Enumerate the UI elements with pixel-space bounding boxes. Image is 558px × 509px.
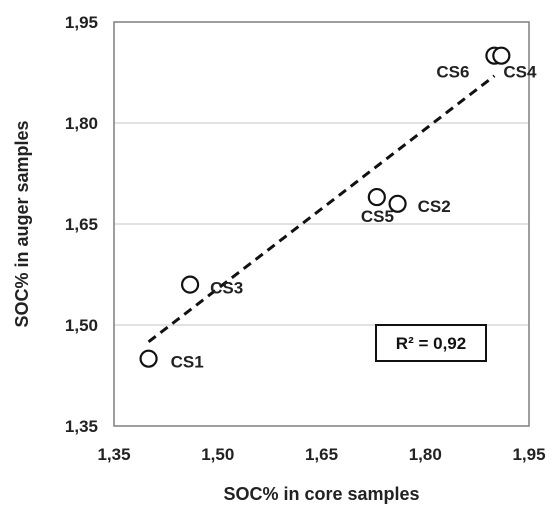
grid-lines [114,122,529,326]
x-tick-label: 1,50 [201,445,234,464]
plot-frame [113,21,530,427]
point-label-cs1: CS1 [171,353,204,372]
x-tick-label: 1,80 [409,445,442,464]
r-squared-box [375,324,487,362]
data-point-cs3 [180,275,200,294]
x-tick-label: 1,95 [512,445,545,464]
y-tick-label: 1,95 [65,13,98,32]
data-points [139,46,511,368]
tick-labels: 1,35 1,50 1,65 1,80 1,95 1,35 1,50 1,65 1,80 1,95 [65,13,546,464]
point-labels: CS1 CS3 CS5 CS2 CS6 CS4 [171,63,537,372]
y-tick-label: 1,65 [65,215,98,234]
point-label-cs6: CS6 [436,63,469,82]
y-tick-label: 1,50 [65,316,98,335]
r-squared-annotation: R² = 0,92 [375,324,487,362]
y-tick-label: 1,35 [65,417,98,436]
y-tick-label: 1,80 [65,114,98,133]
data-point-cs2 [388,194,407,213]
x-tick-label: 1,35 [97,445,130,464]
point-label-cs5: CS5 [361,207,394,226]
x-axis-title: SOC% in core samples [223,484,419,504]
trendline-layer [147,74,496,344]
r-squared-text: R² = 0,92 [396,334,466,353]
y-axis-title: SOC% in auger samples [12,120,32,327]
point-label-cs3: CS3 [210,279,243,298]
point-label-cs4: CS4 [503,63,537,82]
point-label-cs2: CS2 [418,197,451,216]
x-tick-label: 1,65 [305,445,338,464]
trendline [147,74,496,344]
data-point-cs1 [139,349,158,368]
data-point-cs5 [367,187,386,207]
data-point-cs4 [492,46,511,65]
